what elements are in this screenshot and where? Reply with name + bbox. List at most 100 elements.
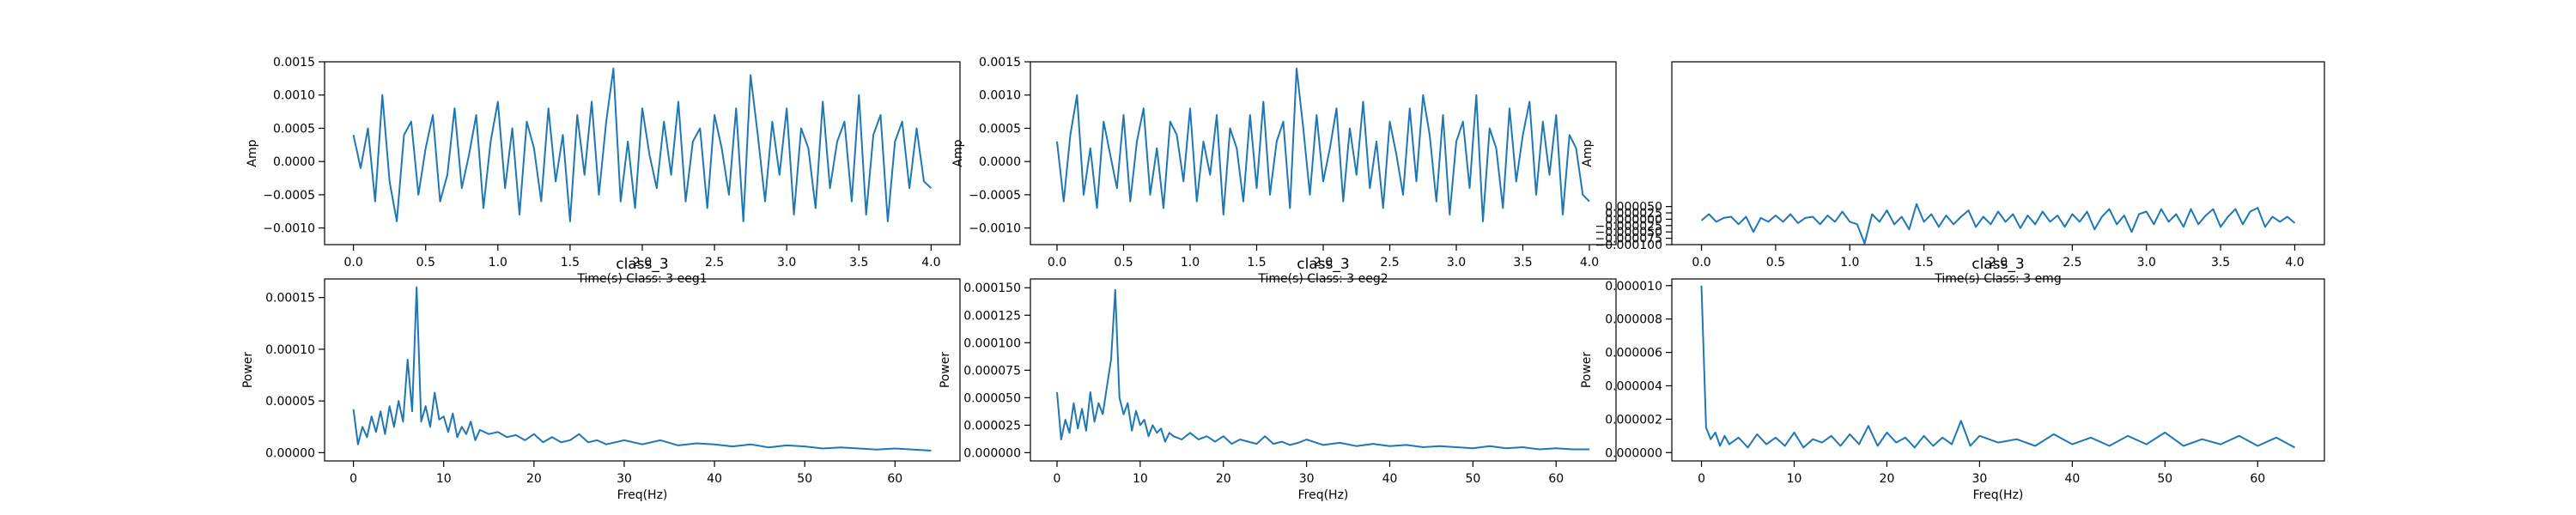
x-tick-label: 1.5 <box>561 256 580 270</box>
x-tick-label: 30 <box>1299 472 1315 486</box>
y-tick-label: 0.0000 <box>979 155 1021 169</box>
y-tick-label: 0.00005 <box>265 395 315 409</box>
y-tick-label: 0.000006 <box>1605 347 1662 360</box>
y-tick-label: −0.000025 <box>1595 220 1662 233</box>
y-tick-label: 0.000150 <box>963 282 1021 295</box>
x-tick-label: 3.5 <box>849 256 868 270</box>
chart-title: class_3 <box>616 256 669 273</box>
y-tick-label: 0.000025 <box>1605 207 1662 221</box>
x-tick-label: 60 <box>1548 472 1564 486</box>
x-tick-label: 2.5 <box>705 256 724 270</box>
x-tick-label: 0.0 <box>1692 256 1710 270</box>
x-tick-label: 0.5 <box>416 256 435 270</box>
x-tick-label: 40 <box>2064 472 2080 486</box>
y-tick-label: 0.000000 <box>1605 446 1662 460</box>
y-tick-label: 0.0015 <box>273 56 315 70</box>
y-tick-label: −0.0010 <box>263 222 315 236</box>
y-tick-label: −0.000050 <box>1595 226 1662 239</box>
y-axis-label: Power <box>939 352 952 389</box>
x-axis-label: Freq(Hz) <box>617 488 668 502</box>
y-tick-label: 0.0015 <box>979 56 1021 70</box>
y-tick-label: 0.000050 <box>1605 201 1662 215</box>
series-line <box>1056 288 1589 451</box>
y-axis-label: Power <box>241 352 255 389</box>
x-axis-label: Freq(Hz) <box>1298 488 1349 502</box>
series-line <box>352 286 932 451</box>
series-line <box>352 67 933 222</box>
y-tick-label: 0.000075 <box>963 364 1021 378</box>
y-tick-label: 0.0005 <box>979 122 1021 136</box>
x-tick-label: 1.0 <box>489 256 507 270</box>
axes-frame <box>1671 278 2325 462</box>
x-tick-label: 60 <box>2250 472 2265 486</box>
x-tick-label: 3.0 <box>777 256 796 270</box>
x-tick-label: 0.0 <box>344 256 363 270</box>
y-tick-label: 0.000000 <box>963 446 1021 460</box>
y-tick-label: 0.00015 <box>265 292 315 306</box>
x-tick-label: 20 <box>526 472 542 486</box>
x-tick-label: 3.0 <box>2137 256 2156 270</box>
y-tick-label: 0.000125 <box>963 309 1021 323</box>
y-tick-label: 0.00010 <box>265 343 315 357</box>
x-tick-label: 1.5 <box>1247 256 1266 270</box>
x-tick-label: 2.5 <box>2063 256 2081 270</box>
x-tick-label: 50 <box>1465 472 1480 486</box>
y-axis-label: Amp <box>951 139 965 167</box>
y-tick-label: 0.0010 <box>273 89 315 103</box>
chart-title: class_3 <box>1297 256 1350 273</box>
y-axis-label: Amp <box>246 139 259 167</box>
series-line <box>1700 203 2296 245</box>
x-tick-label: 1.0 <box>1840 256 1859 270</box>
x-tick-label: 1.5 <box>1915 256 1934 270</box>
x-tick-label: 30 <box>1971 472 1987 486</box>
axes-frame <box>324 278 961 462</box>
x-tick-label: 0.5 <box>1114 256 1133 270</box>
y-tick-label: 0.0010 <box>979 89 1021 103</box>
x-tick-label: 40 <box>1382 472 1398 486</box>
y-tick-label: 0.00000 <box>265 446 315 460</box>
y-tick-label: 0.000010 <box>1605 280 1662 294</box>
y-tick-label: 0.0005 <box>273 122 315 136</box>
x-tick-label: 0 <box>1054 472 1061 486</box>
x-tick-label: 0.0 <box>1048 256 1066 270</box>
x-tick-label: 30 <box>617 472 632 486</box>
x-tick-label: 4.0 <box>1580 256 1599 270</box>
x-tick-label: 20 <box>1216 472 1231 486</box>
axes-frame <box>1671 61 2325 245</box>
x-tick-label: 10 <box>1787 472 1802 486</box>
y-tick-label: 0.000004 <box>1605 379 1662 393</box>
x-tick-label: 50 <box>2157 472 2172 486</box>
x-tick-label: 60 <box>887 472 902 486</box>
x-tick-label: 1.0 <box>1181 256 1200 270</box>
y-tick-label: −0.000075 <box>1595 233 1662 246</box>
y-tick-label: 0.000008 <box>1605 313 1662 327</box>
axes-frame <box>324 61 961 245</box>
y-tick-label: 0.000025 <box>963 419 1021 433</box>
x-tick-label: 0 <box>349 472 357 486</box>
x-tick-label: 4.0 <box>921 256 940 270</box>
x-tick-label: 2.5 <box>1380 256 1399 270</box>
y-tick-label: 0.000002 <box>1605 413 1662 427</box>
y-tick-label: 0.000050 <box>963 391 1021 405</box>
y-tick-label: −0.0005 <box>969 189 1021 203</box>
x-axis-label: Freq(Hz) <box>1973 488 2024 502</box>
x-tick-label: 2.0 <box>633 256 652 270</box>
x-tick-label: 0 <box>1698 472 1705 486</box>
series-line <box>1056 67 1590 222</box>
x-tick-label: 0.5 <box>1766 256 1785 270</box>
x-tick-label: 20 <box>1880 472 1895 486</box>
x-tick-label: 2.0 <box>1989 256 2008 270</box>
x-tick-label: 40 <box>707 472 722 486</box>
y-axis-label: Power <box>1580 352 1594 389</box>
y-tick-label: −0.000100 <box>1595 239 1662 252</box>
x-tick-label: 3.5 <box>1513 256 1532 270</box>
y-tick-label: 0.000100 <box>963 336 1021 350</box>
x-tick-label: 10 <box>436 472 452 486</box>
x-tick-label: 4.0 <box>2285 256 2304 270</box>
x-tick-label: 3.5 <box>2211 256 2230 270</box>
chart-title: class_3 <box>1971 256 2025 273</box>
y-tick-label: 0.000000 <box>1605 213 1662 227</box>
series-line <box>1700 285 2295 449</box>
y-axis-label: Amp <box>1581 139 1595 167</box>
